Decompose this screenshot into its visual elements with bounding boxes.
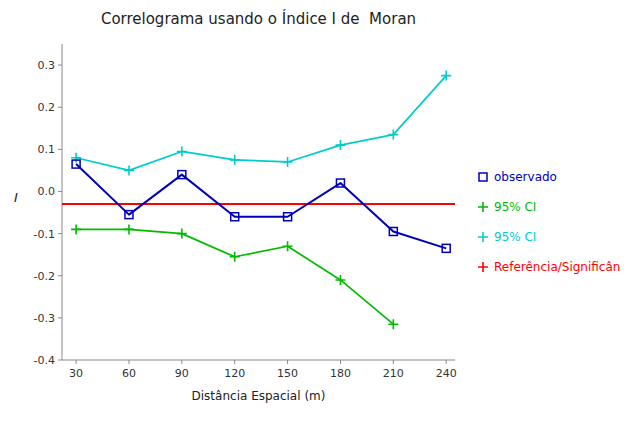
series-marker (178, 171, 186, 179)
series-marker (284, 213, 292, 221)
x-tick (393, 360, 394, 364)
x-tick-label: 90 (175, 367, 189, 380)
legend-label: Referência/Significân (494, 260, 620, 274)
y-tick (58, 191, 62, 192)
y-tick (58, 65, 62, 66)
x-tick (340, 360, 341, 364)
legend-swatch (479, 173, 487, 181)
y-tick (58, 317, 62, 318)
series-marker (283, 157, 293, 167)
y-tick (58, 360, 62, 361)
y-tick-label: -0.1 (34, 228, 55, 241)
title: Correlograma usando o Índice I de Moran (101, 9, 416, 28)
y-tick-label: 0.0 (38, 185, 56, 198)
y-tick (58, 149, 62, 150)
series-line (76, 229, 393, 324)
reference-line (62, 203, 455, 205)
series-marker (125, 211, 133, 219)
y-tick (58, 275, 62, 276)
legend-swatch (478, 232, 488, 242)
y-tick-label: 0.1 (38, 143, 56, 156)
series-marker (71, 224, 81, 234)
series-marker (441, 71, 451, 81)
x-axis-line (62, 360, 455, 361)
x-tick-label: 180 (330, 367, 351, 380)
series-marker (230, 252, 240, 262)
series-marker (124, 165, 134, 175)
series-marker (230, 155, 240, 165)
series-marker (231, 213, 239, 221)
legend-label: 95% CI (494, 230, 536, 244)
y-axis-label: I (14, 190, 18, 205)
x-tick-label: 30 (69, 367, 83, 380)
series-marker (336, 179, 344, 187)
legend-label: observado (494, 170, 557, 184)
legend-label: 95% CI (494, 200, 536, 214)
series-marker (335, 140, 345, 150)
y-tick-label: -0.4 (34, 354, 55, 367)
y-axis-line (62, 44, 63, 360)
y-tick-label: -0.2 (34, 270, 55, 283)
x-tick (287, 360, 288, 364)
x-tick (234, 360, 235, 364)
series-marker (389, 227, 397, 235)
plot-area (62, 71, 455, 330)
y-tick (58, 107, 62, 108)
x-tick-label: 240 (436, 367, 457, 380)
series-marker (335, 275, 345, 285)
x-tick (128, 360, 129, 364)
series-marker (283, 241, 293, 251)
series-line (76, 76, 446, 171)
y-tick-label: 0.3 (38, 59, 56, 72)
series-marker (388, 130, 398, 140)
y-tick-label: 0.2 (38, 101, 56, 114)
x-tick-label: 60 (122, 367, 136, 380)
x-axis-label: Distância Espacial (m) (192, 389, 326, 403)
legend-swatch (478, 262, 488, 272)
series-marker (442, 244, 450, 252)
series-marker (177, 146, 187, 156)
y-tick (58, 233, 62, 234)
x-tick (76, 360, 77, 364)
x-tick-label: 150 (277, 367, 298, 380)
series-marker (72, 160, 80, 168)
x-tick-label: 210 (383, 367, 404, 380)
x-tick (446, 360, 447, 364)
chart: Correlograma usando o Índice I de Moran -… (0, 0, 633, 421)
series-marker (177, 229, 187, 239)
x-tick (181, 360, 182, 364)
legend: observado 95% CI 95% CI Referência/Signific… (478, 170, 620, 274)
x-tick-label: 120 (224, 367, 245, 380)
legend-swatch (478, 202, 488, 212)
y-tick-label: -0.3 (34, 312, 55, 325)
series-marker (388, 319, 398, 329)
series-marker (124, 224, 134, 234)
series-line (76, 164, 446, 248)
